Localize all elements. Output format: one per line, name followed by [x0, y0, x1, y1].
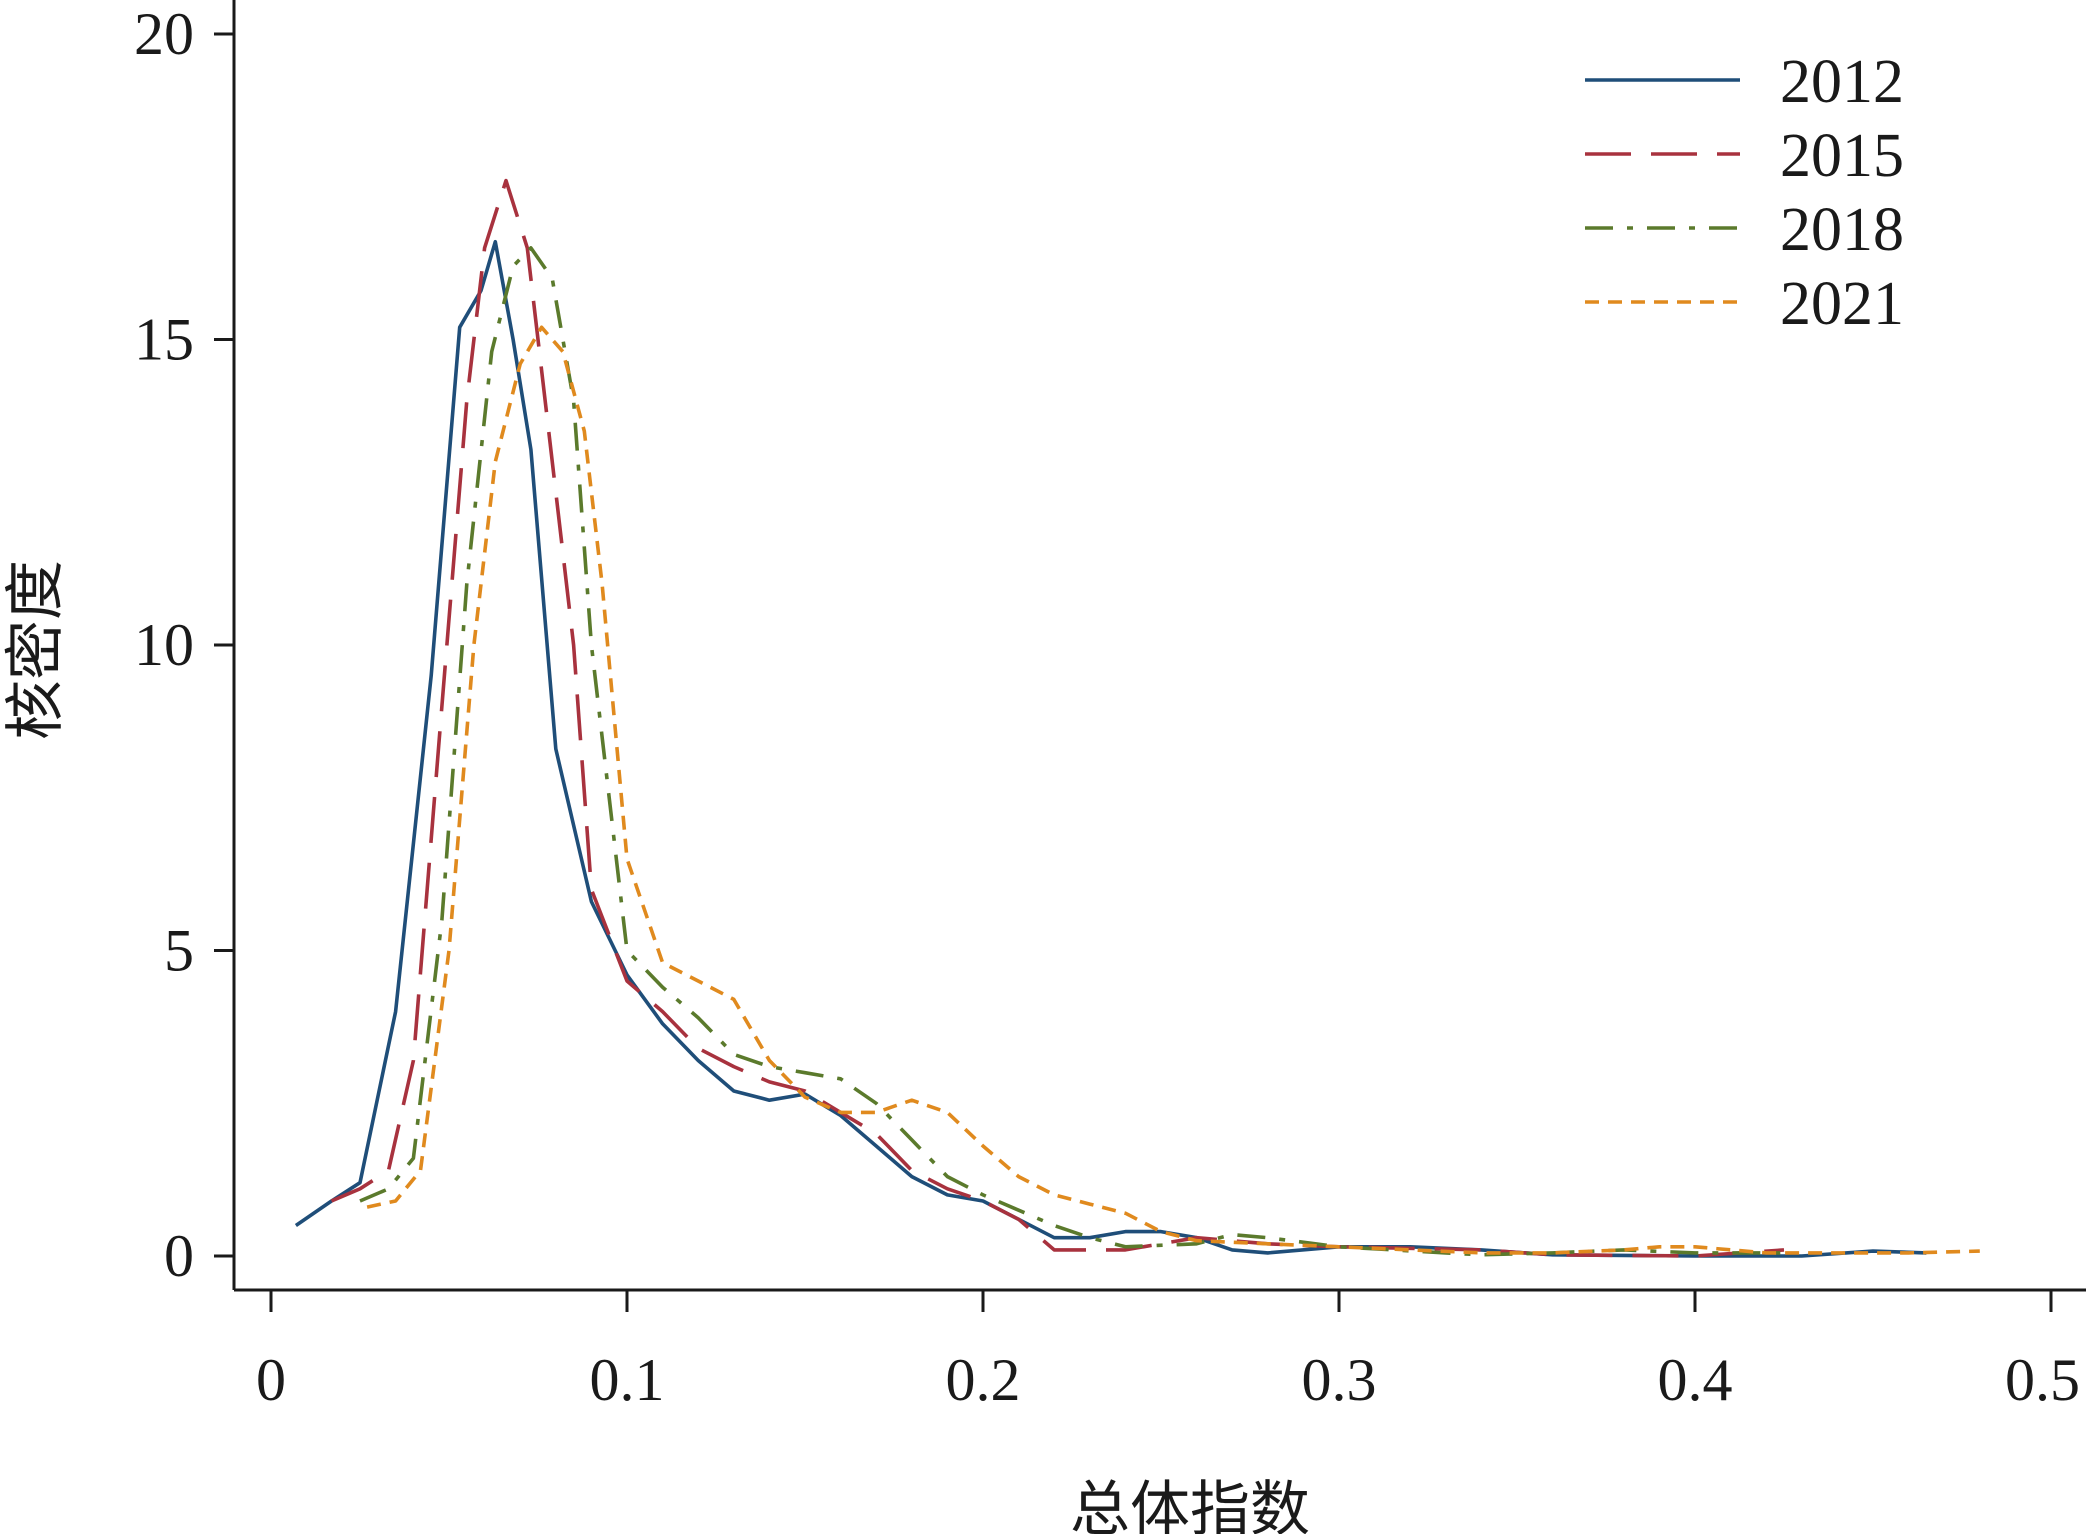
x-tick-label: 0.1 — [590, 1347, 665, 1413]
series-line-2018 — [359, 246, 1784, 1257]
y-axis-title: 核密度 — [1, 560, 71, 740]
x-tick-label: 0 — [256, 1347, 286, 1413]
y-tick-label: 15 — [134, 307, 194, 373]
legend-label-2015: 2015 — [1780, 122, 1904, 190]
y-tick-label: 20 — [134, 1, 194, 67]
series-lines — [294, 178, 1980, 1258]
x-axis-ticks: 0 0.1 0.2 0.3 0.4 0.5 — [256, 1290, 2080, 1413]
series-line-2015 — [330, 178, 1785, 1258]
x-tick-label: 0.2 — [946, 1347, 1021, 1413]
x-tick-label: 0.4 — [1658, 1347, 1733, 1413]
x-tick-label: 0.3 — [1302, 1347, 1377, 1413]
y-axis-ticks: 0 5 10 15 20 — [134, 1, 234, 1289]
legend-label-2021: 2021 — [1780, 270, 1904, 338]
x-axis-title: 总体指数 — [1070, 1475, 1310, 1534]
y-tick-label: 10 — [134, 612, 194, 678]
series-line-2012 — [294, 239, 1927, 1258]
legend-label-2012: 2012 — [1780, 48, 1904, 116]
axes: 0 5 10 15 20 0 0.1 0.2 0.3 0.4 0.5 — [134, 0, 2086, 1413]
series-line-2021 — [366, 325, 1980, 1255]
y-tick-label: 5 — [164, 918, 194, 984]
legend-label-2018: 2018 — [1780, 196, 1904, 264]
y-tick-label: 0 — [164, 1223, 194, 1289]
x-tick-label: 0.5 — [2005, 1347, 2080, 1413]
